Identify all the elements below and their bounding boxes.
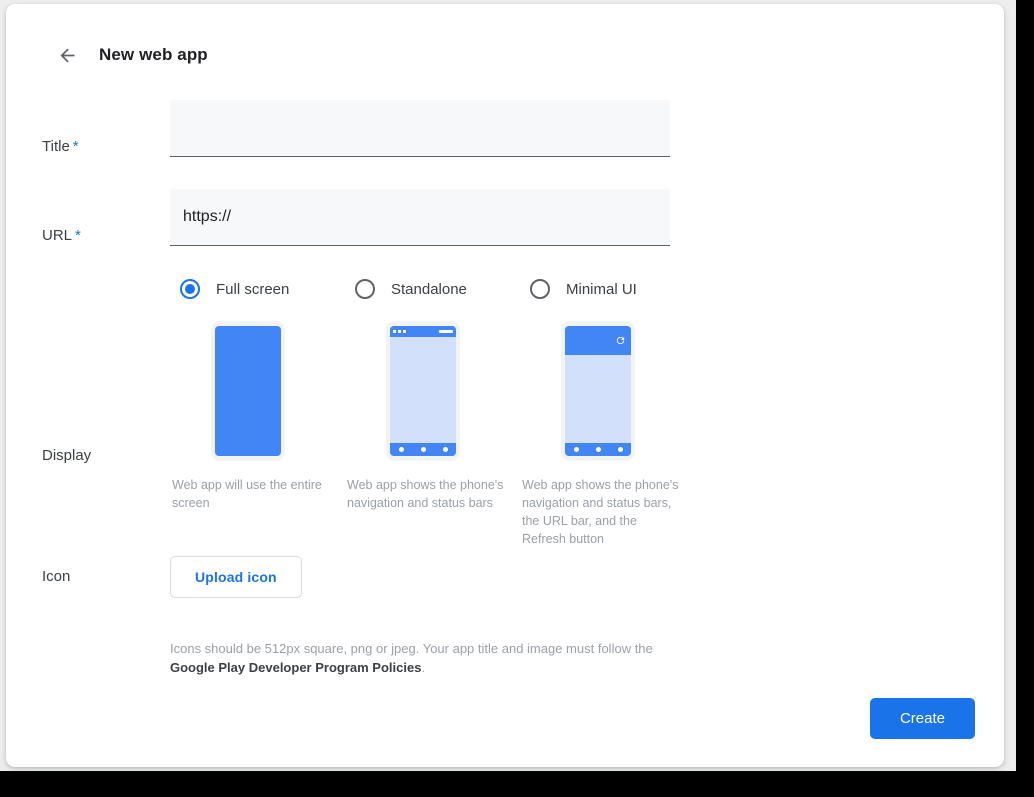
nav-home-icon — [595, 447, 601, 452]
url-input[interactable] — [170, 189, 670, 246]
phone-nav-bar-minimal-ui — [565, 443, 631, 456]
form-row-title: Title * — [6, 100, 1004, 189]
upload-icon-button[interactable]: Upload icon — [170, 556, 302, 598]
title-field-wrap — [170, 100, 1004, 157]
icon-hint-text: Icons should be 512px square, png or jpe… — [170, 639, 685, 677]
form-row-icon: Icon Upload icon Icons should be 512px s… — [6, 556, 1004, 677]
display-preview-minimal-ui: Web app shows the phone's navigation and… — [520, 321, 695, 548]
radio-label-full-screen: Full screen — [216, 280, 290, 298]
form-row-display: Display Full screen Standalone — [6, 271, 1004, 548]
title-label: Title * — [6, 100, 170, 155]
radio-label-standalone: Standalone — [391, 280, 467, 298]
status-bar-battery-icon — [439, 330, 453, 333]
web-app-form: Title* URL* Display — [6, 100, 1004, 677]
phone-screen-standalone — [390, 326, 456, 456]
radio-option-standalone[interactable]: Standalone — [345, 279, 520, 299]
nav-back-icon — [398, 447, 404, 452]
phone-nav-bar-standalone — [390, 443, 456, 456]
title-required-marker: * — [72, 138, 79, 155]
phone-screen-minimal-ui — [565, 326, 631, 456]
phone-illustration-standalone — [386, 321, 460, 461]
phone-status-bar — [390, 326, 456, 337]
icon-hint-prefix: Icons should be 512px square, png or jpe… — [170, 641, 653, 656]
display-description-minimal-ui: Web app shows the phone's navigation and… — [522, 478, 679, 546]
url-label-text: URL — [42, 227, 73, 244]
display-description-full-screen: Web app will use the entire screen — [172, 478, 322, 510]
status-bar-dots-icon — [393, 330, 406, 333]
icon-field-wrap: Upload icon Icons should be 512px square… — [170, 556, 1004, 677]
phone-content-area-minimal-ui — [565, 355, 631, 443]
nav-home-icon — [420, 447, 426, 452]
radio-icon-minimal-ui[interactable] — [530, 279, 550, 299]
icon-label: Icon — [42, 568, 71, 585]
nav-recents-icon — [442, 447, 448, 452]
display-label: Display — [42, 447, 92, 464]
url-required-marker: * — [75, 227, 81, 244]
radio-option-full-screen[interactable]: Full screen — [170, 279, 345, 299]
radio-icon-standalone[interactable] — [355, 279, 375, 299]
phone-illustration-minimal-ui — [561, 321, 635, 461]
form-row-url: URL * — [6, 189, 1004, 271]
phone-screen-full — [215, 326, 281, 456]
google-play-policies-link[interactable]: Google Play Developer Program Policies — [170, 660, 422, 675]
display-preview-standalone: Web app shows the phone's navigation and… — [345, 321, 520, 548]
create-button[interactable]: Create — [869, 698, 975, 739]
title-label-text: Title — [42, 138, 70, 155]
nav-back-icon — [573, 447, 579, 452]
phone-illustration-full-screen — [211, 321, 285, 461]
card-footer: Create — [869, 698, 975, 739]
url-field-wrap — [170, 189, 1004, 246]
phone-url-bar — [565, 326, 631, 355]
nav-recents-icon — [617, 447, 623, 452]
url-label: URL * — [6, 189, 170, 244]
display-preview-full-screen: Web app will use the entire screen — [170, 321, 345, 548]
display-previews: Web app will use the entire screen — [170, 321, 1004, 548]
card-header: New web app — [6, 32, 208, 78]
radio-icon-full-screen[interactable] — [180, 279, 200, 299]
display-options: Full screen Standalone Minimal UI — [170, 271, 1004, 548]
back-arrow-icon[interactable] — [52, 40, 82, 70]
display-description-standalone: Web app shows the phone's navigation and… — [347, 478, 504, 510]
radio-label-minimal-ui: Minimal UI — [566, 280, 637, 298]
phone-content-area-standalone — [390, 337, 456, 443]
page-title: New web app — [99, 45, 208, 64]
title-input[interactable] — [170, 100, 670, 157]
new-web-app-card: New web app Title* URL* Display — [6, 4, 1004, 767]
radio-option-minimal-ui[interactable]: Minimal UI — [520, 279, 695, 299]
display-radio-group: Full screen Standalone Minimal UI — [170, 271, 1004, 307]
refresh-icon — [616, 336, 625, 345]
icon-hint-suffix: . — [421, 660, 426, 675]
